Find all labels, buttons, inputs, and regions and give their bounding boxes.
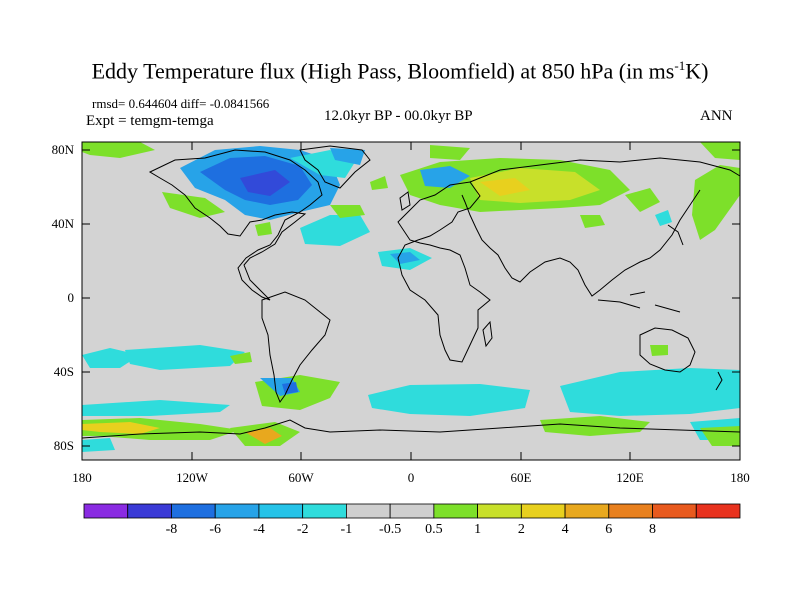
colorbar-box [258, 503, 304, 519]
lat-label: 0 [67, 290, 75, 305]
colorbar-box [127, 503, 172, 519]
colorbar-label: -1 [340, 522, 353, 537]
colorbar-label: 8 [649, 522, 657, 537]
colorbar-box [652, 503, 697, 519]
colorbar-box [564, 503, 610, 519]
colorbar-box [171, 503, 216, 519]
colorbar-box [477, 503, 522, 519]
colorbar-box [389, 503, 435, 519]
colorbar-label: -6 [209, 522, 222, 537]
experiment-label: Expt = temgm-temga [86, 113, 214, 129]
colorbar-label: -2 [296, 522, 309, 537]
lat-label: 80N [51, 142, 74, 157]
colorbar-label: -0.5 [379, 522, 402, 537]
colorbar-label: 6 [605, 522, 613, 537]
colorbar-box [345, 503, 391, 519]
colorbar-box [302, 503, 347, 519]
lat-label: 40S [53, 364, 74, 379]
lon-label: 180 [730, 470, 750, 485]
lat-label: 40N [51, 216, 74, 231]
colorbar-label: 1 [474, 522, 482, 537]
anomaly-fields [82, 142, 740, 452]
colorbar-box [608, 503, 653, 519]
colorbar-box [214, 503, 260, 519]
plot-title: Eddy Temperature flux (High Pass, Bloomf… [91, 58, 709, 84]
lon-label: 60W [288, 470, 314, 485]
lon-label: 120W [176, 470, 208, 485]
colorbar-label: 2 [517, 522, 525, 537]
lon-label: 180 [72, 470, 92, 485]
colorbar-label: -8 [165, 522, 178, 537]
coastlines [81, 145, 741, 439]
stats-text: rmsd= 0.644604 diff= -0.0841566 [92, 96, 270, 111]
lon-label: 60E [510, 470, 532, 485]
colorbar-box [695, 503, 741, 519]
colorbar-label: 4 [561, 522, 569, 537]
colorbar-box [83, 503, 129, 519]
lat-label: 80S [53, 438, 74, 453]
lon-label: 120E [616, 470, 644, 485]
colorbar-label: 0.5 [425, 522, 443, 537]
lon-label: 0 [407, 470, 415, 485]
colorbar [83, 503, 741, 519]
colorbar-box [433, 503, 479, 519]
period-label: 12.0kyr BP - 00.0kyr BP [324, 108, 473, 124]
axis-ticks [81, 142, 741, 460]
colorbar-label: -4 [253, 522, 265, 537]
colorbar-box [520, 503, 566, 519]
season-label: ANN [700, 108, 733, 124]
